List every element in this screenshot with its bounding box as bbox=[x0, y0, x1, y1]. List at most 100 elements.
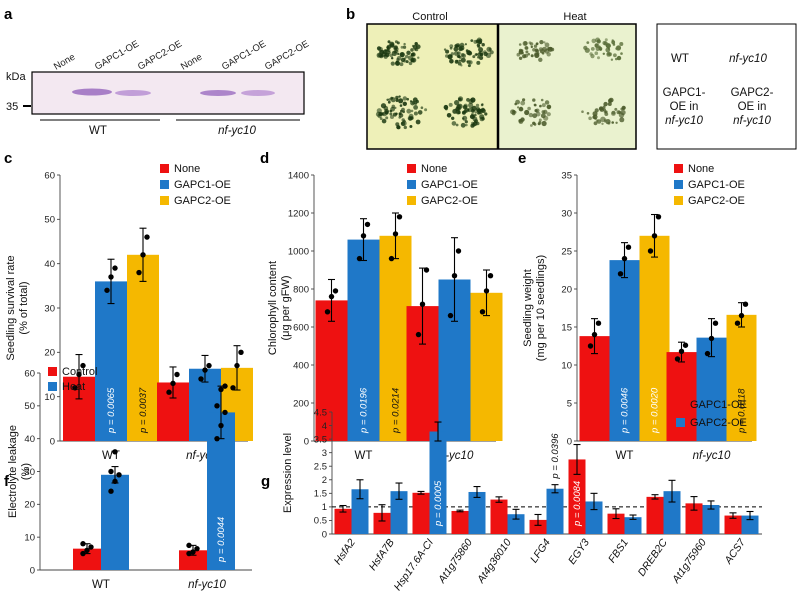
data-point bbox=[674, 356, 681, 362]
seedling bbox=[538, 120, 542, 124]
data-point bbox=[202, 367, 208, 373]
y-axis-label: (% of total) bbox=[18, 281, 30, 334]
seedling bbox=[536, 52, 540, 55]
seedling bbox=[541, 103, 546, 108]
bar bbox=[685, 503, 703, 534]
data-point bbox=[332, 288, 339, 294]
data-point bbox=[116, 472, 122, 478]
seedling bbox=[528, 41, 532, 45]
seedling bbox=[518, 119, 522, 123]
seedling bbox=[479, 114, 485, 120]
seedling bbox=[535, 42, 539, 46]
p-value-label: p = 0.0084 bbox=[572, 481, 583, 527]
panel-e-label: e bbox=[518, 150, 526, 167]
legend-swatch bbox=[160, 164, 169, 173]
seedling bbox=[510, 109, 516, 115]
legend-swatch bbox=[674, 180, 683, 189]
seedling bbox=[412, 97, 418, 103]
seedling bbox=[396, 58, 400, 62]
data-point bbox=[423, 267, 430, 273]
legend-label: GAPC1-OE bbox=[688, 179, 745, 191]
seedling bbox=[481, 43, 485, 47]
seedling bbox=[446, 113, 452, 118]
seedling bbox=[539, 104, 542, 108]
y-tick-label: 0 bbox=[30, 565, 35, 576]
bar bbox=[490, 499, 508, 534]
y-axis-label: Electrolyte leakage bbox=[7, 425, 19, 518]
seedling bbox=[607, 102, 612, 106]
protein-band bbox=[72, 88, 112, 96]
seedling bbox=[414, 42, 418, 46]
y-tick-label: 1 bbox=[322, 502, 327, 513]
seedling bbox=[515, 99, 520, 105]
seedling bbox=[413, 105, 418, 110]
data-point bbox=[738, 312, 745, 319]
data-point bbox=[112, 449, 118, 455]
seedling bbox=[409, 125, 413, 128]
seedling bbox=[540, 98, 544, 102]
seedling bbox=[478, 55, 484, 60]
seedling bbox=[415, 48, 419, 52]
seedling bbox=[616, 55, 622, 61]
seedling bbox=[484, 112, 488, 116]
legend-label: None bbox=[688, 163, 714, 175]
seedling bbox=[449, 59, 454, 64]
seedling bbox=[538, 118, 542, 122]
seedling bbox=[527, 106, 531, 111]
seedling bbox=[403, 59, 407, 63]
seedling bbox=[541, 52, 545, 55]
seedling bbox=[417, 56, 420, 59]
data-point bbox=[84, 547, 90, 553]
data-point bbox=[222, 383, 228, 389]
lane-label: GAPC2-OE bbox=[136, 39, 184, 73]
seedling bbox=[593, 121, 598, 126]
panel-b: b Control Heat WT nf-yc10 GAPC1- OE in n… bbox=[346, 6, 797, 150]
seedling bbox=[458, 59, 462, 62]
p-value-label: p = 0.0065 bbox=[106, 387, 117, 434]
seedling bbox=[541, 120, 547, 127]
seedling bbox=[461, 53, 466, 58]
bar bbox=[585, 501, 603, 534]
data-point bbox=[214, 403, 220, 409]
seedling bbox=[415, 119, 421, 125]
y-tick-label: 60 bbox=[24, 368, 35, 379]
bar bbox=[663, 491, 681, 534]
y-tick-label: 30 bbox=[44, 303, 55, 314]
seedling bbox=[464, 120, 468, 124]
seedling bbox=[381, 52, 387, 58]
seedling bbox=[472, 55, 476, 59]
seedling bbox=[457, 110, 461, 115]
data-point bbox=[704, 350, 711, 357]
y-tick-label: 1200 bbox=[288, 208, 309, 219]
seedling bbox=[471, 121, 475, 125]
bar bbox=[724, 515, 742, 534]
key-nf-yc10: nf-yc10 bbox=[729, 53, 767, 65]
data-point bbox=[388, 255, 395, 262]
bar bbox=[73, 548, 101, 570]
data-point bbox=[712, 320, 719, 326]
data-point bbox=[104, 287, 110, 293]
seedling bbox=[475, 53, 479, 56]
legend-swatch bbox=[48, 382, 57, 391]
bar bbox=[412, 492, 430, 534]
bar bbox=[451, 510, 469, 534]
seedling bbox=[453, 51, 459, 56]
data-point bbox=[451, 273, 458, 279]
y-tick-label: 30 bbox=[24, 467, 35, 478]
seedling bbox=[377, 113, 382, 119]
panel-a-label: a bbox=[4, 6, 13, 23]
seedling bbox=[518, 106, 524, 112]
seedling bbox=[390, 115, 394, 119]
bar bbox=[607, 513, 625, 534]
seedling bbox=[409, 100, 413, 103]
data-point bbox=[80, 362, 86, 369]
legend-label: GAPC1-OE bbox=[421, 179, 478, 191]
seedling bbox=[480, 109, 484, 113]
seedling bbox=[478, 47, 484, 53]
col-label-control: Control bbox=[412, 11, 447, 23]
legend-swatch bbox=[674, 164, 683, 173]
seedling bbox=[395, 122, 400, 127]
y-tick-label: 20 bbox=[561, 284, 572, 295]
y-axis-label: (mg per 10 seedlings) bbox=[535, 255, 547, 361]
seedling bbox=[594, 51, 599, 55]
